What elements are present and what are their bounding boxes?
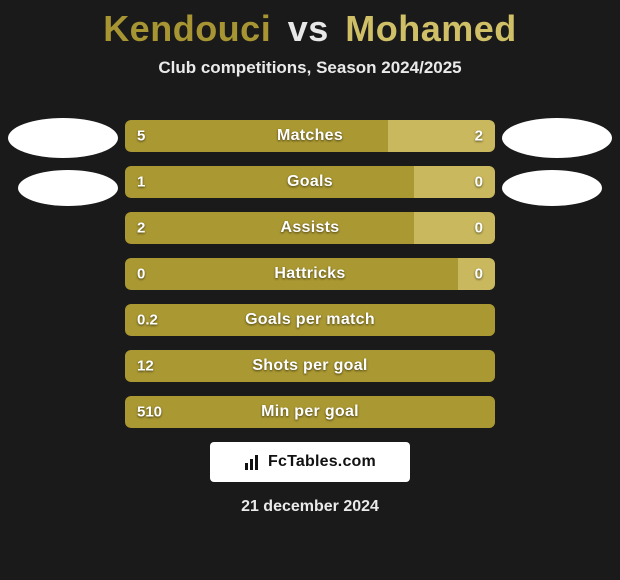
left-club-badge-2	[18, 170, 118, 206]
stat-label: Assists	[280, 219, 339, 237]
stat-left-value: 1	[137, 174, 145, 191]
stat-label: Goals per match	[245, 311, 375, 329]
stat-row-shots-per-goal: 12 Shots per goal	[125, 350, 495, 382]
date-label: 21 december 2024	[241, 498, 379, 516]
stat-left-value: 0.2	[137, 312, 158, 329]
stat-left-value: 2	[137, 220, 145, 237]
stat-right-value: 2	[475, 128, 483, 145]
stat-left-value: 12	[137, 358, 154, 375]
stat-left-fill	[125, 166, 414, 198]
left-club-badge-1	[8, 118, 118, 158]
stat-label: Matches	[277, 127, 343, 145]
right-club-badge-1	[502, 118, 612, 158]
stats-chart: 5 Matches 2 1 Goals 0 2 Assists 0 0 Hatt…	[125, 120, 495, 442]
stat-row-goals: 1 Goals 0	[125, 166, 495, 198]
right-club-badge-2	[502, 170, 602, 206]
comparison-title: Kendouci vs Mohamed	[0, 0, 620, 50]
stat-label: Shots per goal	[252, 357, 367, 375]
vs-text: vs	[288, 8, 329, 49]
source-chip-text: FcTables.com	[268, 453, 376, 471]
subtitle: Club competitions, Season 2024/2025	[0, 58, 620, 78]
stat-row-assists: 2 Assists 0	[125, 212, 495, 244]
stat-row-min-per-goal: 510 Min per goal	[125, 396, 495, 428]
stat-right-value: 0	[475, 174, 483, 191]
stat-left-fill	[125, 212, 414, 244]
bar-chart-icon	[244, 453, 262, 471]
player1-name: Kendouci	[103, 8, 271, 49]
stat-label: Hattricks	[274, 265, 345, 283]
stat-left-value: 5	[137, 128, 145, 145]
player2-name: Mohamed	[345, 8, 517, 49]
stat-left-value: 510	[137, 404, 162, 421]
stat-right-value: 0	[475, 220, 483, 237]
stat-left-value: 0	[137, 266, 145, 283]
stat-row-goals-per-match: 0.2 Goals per match	[125, 304, 495, 336]
stat-left-fill	[125, 120, 388, 152]
stat-right-value: 0	[475, 266, 483, 283]
stat-row-matches: 5 Matches 2	[125, 120, 495, 152]
stat-row-hattricks: 0 Hattricks 0	[125, 258, 495, 290]
source-chip: FcTables.com	[210, 442, 410, 482]
stat-label: Goals	[287, 173, 333, 191]
stat-label: Min per goal	[261, 403, 359, 421]
